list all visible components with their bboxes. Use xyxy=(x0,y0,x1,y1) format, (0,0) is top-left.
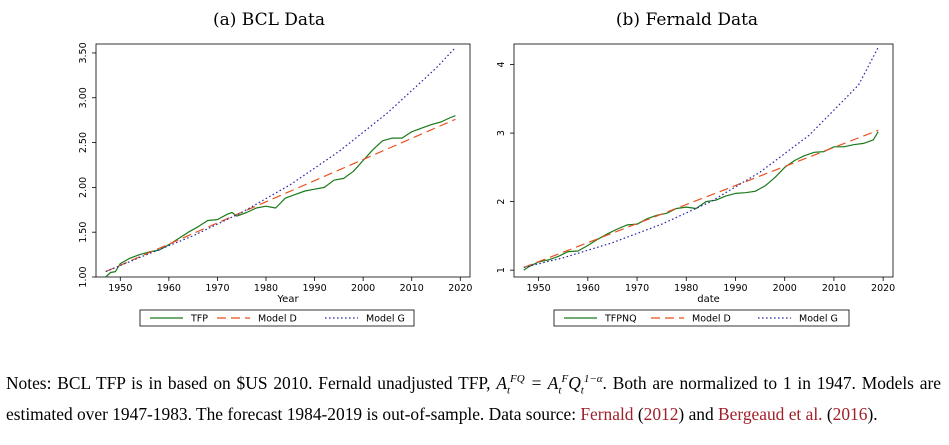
x-tick-label: 2020 xyxy=(871,283,895,294)
x-axis-label: date xyxy=(697,294,720,305)
legend-label: Model G xyxy=(799,314,838,325)
y-tick-label: 3.50 xyxy=(78,42,89,63)
y-tick-label: 2.00 xyxy=(78,177,89,198)
y-tick-label: 2.50 xyxy=(78,132,89,153)
figure: (a) BCL Data 1950 1960 1970 1980 1990 2000 2010… xyxy=(78,10,895,327)
series-line-model-g xyxy=(105,47,456,273)
legend-box xyxy=(553,309,850,327)
legend-label: Model D xyxy=(692,314,731,325)
notes-text-1: Notes: BCL TFP is in based on $US 2010. … xyxy=(6,372,497,393)
x-tick-label: 1950 xyxy=(108,283,132,294)
citation-bergeaud-year[interactable]: 2016 xyxy=(832,404,868,425)
series-line-tfpnq xyxy=(523,131,879,271)
x-tick-label: 1970 xyxy=(625,283,649,294)
panel-a-bcl-chart: (a) BCL Data 1950 1960 1970 1980 1990 2000 2010… xyxy=(78,10,472,327)
y-tick-label: 3 xyxy=(496,130,507,136)
series-line-model-d xyxy=(523,129,879,268)
y-tick-label: 1.00 xyxy=(78,266,89,287)
series-line-tfp xyxy=(105,115,456,278)
chart-title: (a) BCL Data xyxy=(213,10,325,30)
legend-label: Model G xyxy=(366,314,405,325)
x-tick-label: 1960 xyxy=(576,283,600,294)
x-tick-label: 1960 xyxy=(157,283,181,294)
legend-box xyxy=(139,309,415,327)
notes-text-2: . Both are normalized to 1 in 1947. Mode… xyxy=(6,372,941,425)
x-tick-label: 2010 xyxy=(400,283,424,294)
chart-title: (b) Fernald Data xyxy=(616,10,758,30)
series-line-model-g xyxy=(523,47,879,268)
x-axis-label: Year xyxy=(276,294,299,305)
y-tick-label: 4 xyxy=(496,62,507,68)
citation-bergeaud-name[interactable]: Bergeaud et al. xyxy=(718,404,823,425)
legend-label: TFP xyxy=(190,314,208,325)
x-tick-label: 1990 xyxy=(723,283,747,294)
panel-b-fernald-chart: (b) Fernald Data 1950 1960 1970 1980 1990 2000… xyxy=(496,10,895,327)
citation-fernald-year[interactable]: 2012 xyxy=(643,404,679,425)
x-tick-label: 2010 xyxy=(822,283,846,294)
x-tick-label: 1970 xyxy=(205,283,229,294)
series-line-model-d xyxy=(105,118,456,273)
notes-end: . xyxy=(873,404,878,425)
legend-label: Model D xyxy=(258,314,297,325)
y-tick-label: 3.00 xyxy=(78,87,89,108)
y-tick-label: 1 xyxy=(496,267,507,273)
x-tick-label: 2000 xyxy=(351,283,375,294)
figure-notes: Notes: BCL TFP is in based on $US 2010. … xyxy=(6,372,941,425)
x-tick-label: 1990 xyxy=(302,283,326,294)
x-tick-label: 2000 xyxy=(773,283,797,294)
formula: AtFQ = AtFQt1−α xyxy=(496,372,603,397)
x-tick-label: 1950 xyxy=(527,283,551,294)
x-tick-label: 1980 xyxy=(674,283,698,294)
x-tick-label: 1980 xyxy=(254,283,278,294)
plot-frame xyxy=(513,43,894,278)
citation-fernald-name[interactable]: Fernald xyxy=(580,404,634,425)
notes-and: and xyxy=(688,404,714,425)
y-tick-label: 2 xyxy=(496,199,507,205)
plot-frame xyxy=(95,43,471,278)
y-tick-label: 1.50 xyxy=(78,222,89,243)
legend-label: TFPNQ xyxy=(604,314,637,325)
x-tick-label: 2020 xyxy=(448,283,472,294)
